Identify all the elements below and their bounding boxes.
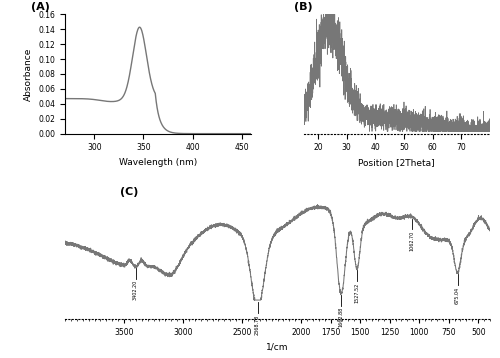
X-axis label: Position [2Theta]: Position [2Theta] bbox=[358, 158, 435, 167]
X-axis label: Wavelength (nm): Wavelength (nm) bbox=[119, 158, 198, 167]
Y-axis label: Absorbance: Absorbance bbox=[24, 47, 32, 101]
Text: 3402.20: 3402.20 bbox=[133, 280, 138, 300]
Text: (A): (A) bbox=[32, 2, 50, 12]
Text: 675.04: 675.04 bbox=[455, 286, 460, 304]
X-axis label: 1/cm: 1/cm bbox=[266, 342, 289, 351]
Text: 1062.70: 1062.70 bbox=[410, 231, 414, 251]
Text: (C): (C) bbox=[120, 187, 139, 197]
Text: 2368.78: 2368.78 bbox=[255, 314, 260, 334]
Text: 1527.52: 1527.52 bbox=[354, 282, 360, 303]
Text: 1662.88: 1662.88 bbox=[338, 307, 344, 328]
Text: (B): (B) bbox=[294, 2, 313, 12]
